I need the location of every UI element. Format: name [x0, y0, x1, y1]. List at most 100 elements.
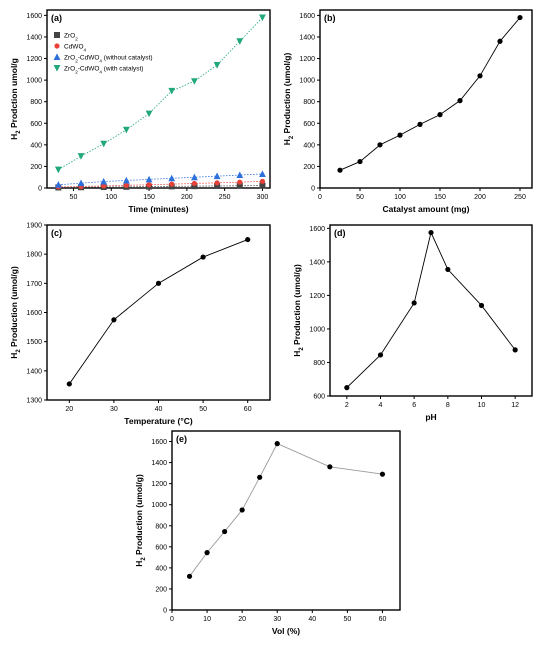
chart-panel-3: 20 30 40 50 60 1300 1400 1500 1600 1700 1800 1900 Te… [9, 223, 271, 426]
series-line [58, 173, 263, 186]
y-tick-label: 1400 [151, 460, 167, 467]
x-tick-label: 60 [244, 406, 252, 413]
data-point [77, 153, 85, 160]
data-point [54, 166, 62, 174]
x-tick-label: 250 [514, 194, 526, 201]
data-point [327, 464, 333, 470]
y-tick-label: 1600 [151, 439, 167, 446]
legend-marker [54, 32, 60, 38]
data-point [54, 181, 62, 188]
y-tick-label: 1800 [26, 252, 42, 259]
x-tick-label: 200 [474, 194, 486, 201]
x-tick-label: 100 [105, 194, 117, 201]
legend-label: CdWO4 [64, 43, 87, 52]
y-tick-label: 200 [155, 586, 167, 593]
x-tick-label: 30 [273, 616, 281, 623]
panel-label: (e) [176, 434, 187, 444]
data-point [497, 38, 503, 44]
panel-label: (c) [51, 228, 62, 238]
y-tick-label: 800 [313, 360, 325, 367]
y-axis-label: H2 Production (umol/g) [292, 264, 305, 357]
x-tick-label: 250 [219, 194, 231, 201]
y-tick-label: 800 [30, 99, 42, 106]
data-point [214, 182, 221, 189]
y-tick-label: 1200 [151, 481, 167, 488]
y-tick-label: 1600 [26, 13, 42, 20]
y-axis-label: H2 Production (umol/g) [134, 474, 147, 567]
legend-label: ZrO2-CdWO4 (without catalyst) [64, 54, 153, 63]
data-point [259, 182, 266, 189]
y-axis-label: H2 Production (umol/g) [9, 266, 22, 359]
data-point [66, 381, 72, 387]
data-point [204, 550, 210, 556]
y-tick-label: 1900 [26, 223, 42, 230]
series-line [58, 17, 263, 171]
y-tick-label: 0 [38, 186, 42, 193]
data-point [245, 236, 251, 243]
legend-marker [53, 65, 61, 72]
data-point [428, 229, 434, 236]
data-point [437, 112, 443, 118]
data-point [191, 173, 198, 181]
y-tick-label: 800 [155, 523, 167, 530]
y-tick-label: 1000 [151, 502, 167, 509]
panel-label: (a) [51, 13, 62, 23]
legend-label: ZrO2-CdWO4 (with catalyst) [64, 65, 143, 74]
data-point [191, 183, 198, 190]
series-line [189, 443, 383, 577]
data-point [397, 132, 403, 138]
data-point [111, 317, 117, 323]
x-tick-label: 40 [308, 616, 316, 623]
data-point [236, 38, 244, 45]
data-point [457, 98, 463, 104]
y-tick-label: 1400 [299, 34, 315, 41]
y-tick-label: 1600 [309, 226, 325, 233]
x-tick-label: 150 [143, 194, 155, 201]
y-tick-label: 1200 [309, 293, 325, 300]
plot-frame [46, 224, 271, 401]
chart-panel-2: 0 50 100 150 200 250 0 200 400 600 800 1000 1200 1400… [282, 9, 533, 214]
data-point [122, 176, 130, 184]
y-tick-label: 600 [303, 121, 315, 128]
y-tick-label: 600 [155, 544, 167, 551]
data-point [259, 14, 266, 22]
data-point [168, 174, 176, 182]
data-point [357, 158, 363, 165]
y-tick-label: 1400 [309, 259, 325, 266]
data-point [186, 573, 193, 579]
y-tick-label: 1700 [26, 281, 42, 288]
y-tick-label: 400 [155, 565, 167, 572]
y-tick-label: 1200 [299, 56, 315, 63]
data-point [236, 171, 244, 179]
data-point [168, 87, 176, 95]
data-point [100, 177, 108, 185]
x-tick-label: 50 [356, 194, 364, 201]
data-point [237, 179, 243, 185]
x-tick-label: 10 [478, 402, 486, 409]
x-axis-label: Catalyst amount (mg) [383, 204, 470, 214]
series-line [339, 17, 521, 171]
y-tick-label: 1400 [26, 34, 42, 41]
y-tick-label: 1300 [26, 398, 42, 405]
y-tick-label: 200 [303, 164, 315, 171]
series-line [58, 180, 263, 188]
plot-frame [171, 430, 401, 611]
data-point [214, 180, 220, 186]
x-tick-label: 6 [412, 402, 416, 409]
chart-panel-5: 0 10 20 30 40 50 60020040060080010001200140016… [134, 430, 401, 636]
data-point [239, 507, 245, 513]
x-tick-label: 10 [203, 616, 211, 623]
data-point [191, 180, 198, 187]
y-tick-label: 200 [30, 164, 42, 171]
x-tick-label: 2 [345, 402, 349, 409]
data-point [145, 110, 153, 118]
x-tick-label: 8 [446, 402, 450, 409]
data-point [417, 121, 423, 127]
plot-frame [319, 9, 533, 189]
data-point [213, 172, 221, 180]
y-tick-label: 600 [313, 394, 325, 401]
legend: ZrO2 CdWO4 ZrO2-CdWO4 (without catalyst) Zr… [53, 32, 153, 74]
data-point [222, 528, 228, 535]
x-axis-label: pH [425, 412, 436, 422]
